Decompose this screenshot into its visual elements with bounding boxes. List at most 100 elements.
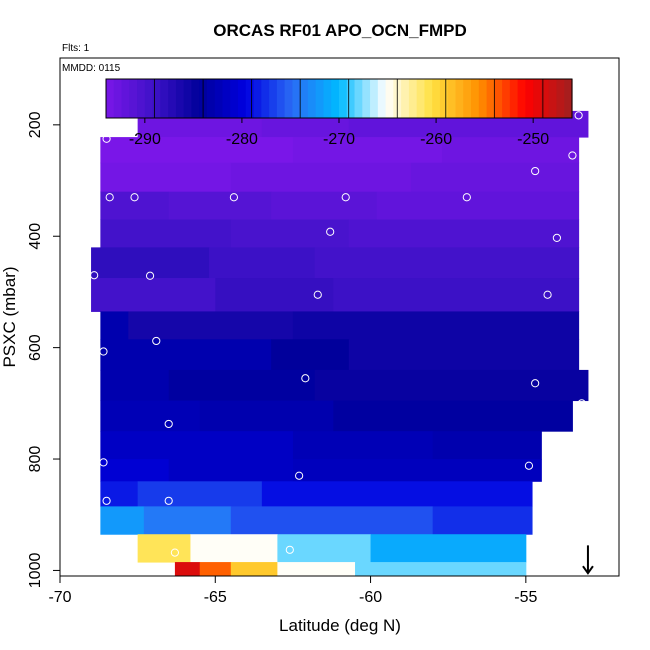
- colorbar-swatch: [106, 79, 115, 118]
- heatmap-cell: [441, 137, 580, 164]
- colorbar-swatch: [292, 79, 301, 118]
- observation-point: [102, 496, 111, 505]
- observation-point: [285, 545, 294, 554]
- x-axis-title: Latitude (deg N): [279, 616, 401, 635]
- colorbar-swatch: [416, 79, 426, 118]
- heatmap-cell: [128, 311, 294, 340]
- observation-point: [313, 290, 322, 299]
- colorbar-swatch: [230, 79, 239, 118]
- observation-point: [152, 336, 161, 346]
- observation-point: [577, 399, 586, 408]
- heatmap-cell: [215, 278, 334, 312]
- heatmap-cell: [314, 369, 589, 402]
- heatmap-cell: [292, 459, 542, 482]
- heatmap-cell: [348, 219, 580, 248]
- heatmap-cell: [292, 311, 580, 340]
- heatmap-cell: [432, 431, 542, 460]
- colorbar-swatch: [339, 79, 348, 118]
- observation-point: [568, 151, 577, 160]
- colorbar-swatch: [556, 79, 565, 118]
- colorbar-swatch: [214, 79, 224, 118]
- heatmap-cell: [143, 506, 232, 535]
- heatmap-cell: [137, 534, 191, 563]
- observation-point: [90, 271, 99, 280]
- heatmap-cell: [370, 534, 527, 563]
- colorbar-swatch: [175, 79, 185, 118]
- arrow-head: [582, 565, 594, 575]
- flights-note: Flts: 1: [62, 43, 90, 54]
- colorbar-swatch: [238, 79, 247, 118]
- x-tick-label: -70: [48, 589, 71, 606]
- colorbar-swatch: [245, 79, 255, 118]
- heatmap-cell: [100, 162, 232, 193]
- observation-point: [341, 193, 350, 202]
- colorbar-swatch: [191, 79, 200, 118]
- colorbar-swatch: [121, 79, 130, 118]
- heatmap-cell: [292, 137, 443, 164]
- colorbar-swatch: [502, 79, 511, 118]
- colorbar-swatch: [331, 79, 340, 118]
- colorbar-swatch: [222, 79, 231, 118]
- colorbar-swatch: [160, 79, 169, 118]
- heatmap-cell: [199, 400, 334, 432]
- y-tick-label: 1000: [27, 553, 44, 589]
- heatmap-cell: [100, 311, 129, 340]
- colorbar-swatch: [362, 79, 371, 118]
- heatmap-cell: [168, 459, 294, 482]
- observation-point: [164, 419, 173, 429]
- colorbar-swatch: [533, 79, 542, 118]
- observation-point: [462, 193, 471, 202]
- x-axis: -70 -65 -60 -55: [48, 576, 537, 606]
- colorbar-swatch: [424, 79, 433, 118]
- chart-title: ORCAS RF01 APO_OCN_FMPD: [213, 21, 466, 40]
- colorbar-swatch: [432, 79, 441, 118]
- heatmap-cell: [410, 162, 580, 193]
- heatmap-cell: [100, 219, 232, 248]
- observation-point: [130, 193, 139, 202]
- colorbar-swatch: [509, 79, 519, 118]
- colorbar-swatch: [261, 79, 270, 118]
- heatmap-cell: [100, 137, 294, 164]
- colorbar-tick-label: -270: [323, 131, 355, 148]
- x-tick-label: -60: [359, 589, 382, 606]
- colorbar-swatch: [300, 79, 309, 118]
- heatmap-cell: [271, 339, 350, 371]
- colorbar-swatch: [447, 79, 457, 118]
- colorbar-swatch: [113, 79, 123, 118]
- colorbar-swatch: [478, 79, 488, 118]
- colorbar-swatch: [354, 79, 363, 118]
- colorbar-swatch: [269, 79, 278, 118]
- heatmap-cell: [209, 247, 316, 279]
- observation-point: [295, 471, 304, 480]
- y-tick-label: 400: [27, 223, 44, 250]
- colorbar-swatch: [494, 79, 503, 118]
- observation-point: [531, 379, 540, 388]
- colorbar-swatch: [370, 79, 379, 118]
- heatmap-cell: [91, 278, 216, 312]
- heatmap-cell: [168, 191, 272, 221]
- colorbar-swatch: [276, 79, 286, 118]
- observation-point: [574, 111, 583, 120]
- colorbar-swatch: [463, 79, 472, 118]
- colorbar-swatch: [548, 79, 558, 118]
- heatmap-cell: [292, 431, 434, 460]
- observation-point: [145, 271, 155, 280]
- colorbar-swatch: [307, 79, 317, 118]
- y-axis-title: PSXC (mbar): [0, 266, 19, 367]
- heatmap-cell: [100, 481, 139, 507]
- observation-point: [326, 227, 335, 236]
- observation-point: [164, 496, 173, 505]
- heatmap-cell: [100, 431, 294, 460]
- heatmap-cells: [91, 110, 589, 577]
- heatmap-cell: [230, 562, 278, 577]
- observation-point: [105, 193, 114, 202]
- heatmap-cell: [100, 400, 201, 432]
- observation-point: [170, 548, 180, 557]
- colorbar-swatch: [284, 79, 293, 118]
- observation-point: [531, 166, 540, 176]
- heatmap-cell: [355, 562, 527, 577]
- plot-frame: [59, 57, 620, 577]
- colorbar-swatch: [564, 79, 573, 118]
- colorbar-swatch: [408, 79, 418, 118]
- colorbar-swatch: [315, 79, 325, 118]
